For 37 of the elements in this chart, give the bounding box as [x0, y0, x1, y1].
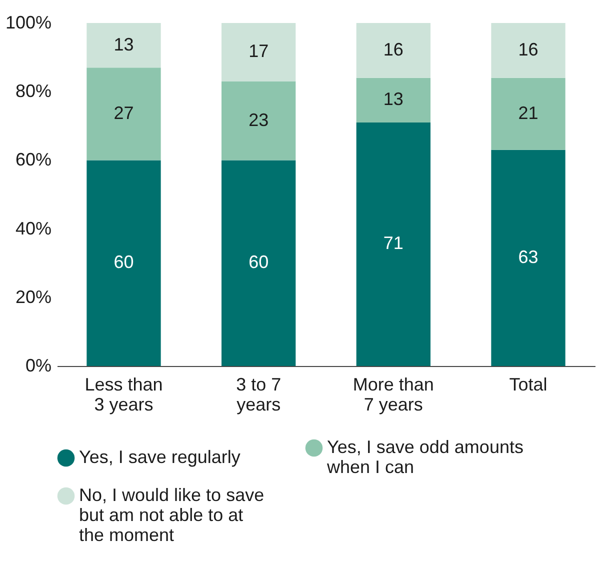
x-tick-label: More than 7 years — [352, 374, 434, 414]
y-tick-label: 80% — [15, 81, 52, 102]
data-label: 27 — [114, 102, 134, 123]
bar — [356, 23, 430, 78]
data-label: 16 — [383, 39, 404, 60]
data-label: 21 — [518, 102, 538, 123]
bar — [222, 160, 296, 366]
legend-label: Yes, I save odd amounts when I can — [326, 437, 524, 477]
x-tick-label: 3 to 7 years — [236, 374, 282, 414]
data-label: 13 — [383, 89, 404, 110]
legend-label: Yes, I save regularly — [79, 447, 240, 467]
x-tick-label: Total — [509, 374, 548, 394]
data-label: 17 — [248, 41, 269, 62]
data-label: 63 — [518, 246, 538, 267]
y-tick-label: 0% — [25, 356, 52, 376]
x-tick-label: Less than 3 years — [84, 374, 163, 414]
y-tick-label: 40% — [15, 218, 52, 238]
legend-label: No, I would like to save but am not able to at the moment — [79, 485, 264, 545]
data-label: 16 — [518, 39, 538, 60]
y-tick-label: 60% — [15, 150, 52, 170]
y-tick-label: 20% — [15, 286, 52, 307]
bar — [86, 23, 161, 68]
data-label: 23 — [248, 110, 269, 130]
bar — [86, 160, 161, 366]
data-label: 60 — [248, 252, 269, 272]
bar — [86, 68, 161, 160]
data-label: 71 — [383, 233, 404, 254]
y-tick-label: 100% — [5, 12, 52, 32]
bar — [491, 78, 566, 150]
bar — [491, 150, 566, 366]
data-label: 13 — [114, 34, 134, 54]
data-label: 60 — [114, 252, 134, 272]
bar — [356, 78, 430, 122]
bar — [222, 81, 296, 160]
bar — [491, 23, 566, 78]
bar — [222, 23, 296, 82]
bar — [356, 122, 430, 366]
